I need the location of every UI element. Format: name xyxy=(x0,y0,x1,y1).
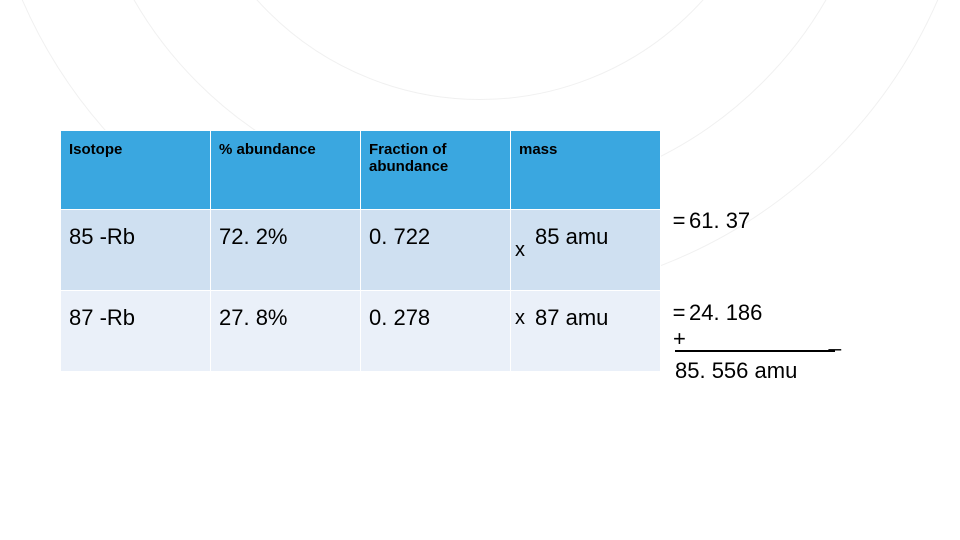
product-row-2: = 24. 186 xyxy=(669,300,835,326)
col-isotope: Isotope xyxy=(61,131,211,210)
plus-sign: + xyxy=(673,326,686,352)
cell-fraction: 0. 278 xyxy=(361,291,511,372)
cell-fraction: 0. 722 xyxy=(361,210,511,291)
mass-value: 85 amu xyxy=(519,224,608,250)
sum-line: + _ xyxy=(675,350,835,352)
equals-sign: = xyxy=(669,208,689,234)
calculation-column: = 61. 37 = 24. 186 + _ 85. 556 amu xyxy=(669,130,835,384)
col-fraction: Fraction of abundance xyxy=(361,131,511,210)
isotope-table: Isotope % abundance Fraction of abundanc… xyxy=(60,130,661,372)
cell-mass: x 87 amu xyxy=(511,291,661,372)
cell-mass: 85 amu x xyxy=(511,210,661,291)
underscore-marker: _ xyxy=(829,326,841,352)
equals-sign: = xyxy=(669,300,689,326)
total-value: 85. 556 amu xyxy=(675,358,835,384)
cell-isotope: 85 -Rb xyxy=(61,210,211,291)
table-header-row: Isotope % abundance Fraction of abundanc… xyxy=(61,131,661,210)
col-abundance: % abundance xyxy=(211,131,361,210)
multiply-marker: x xyxy=(515,307,525,330)
product-value: 61. 37 xyxy=(689,208,750,234)
content-stage: Isotope % abundance Fraction of abundanc… xyxy=(60,130,835,384)
cell-pct: 72. 2% xyxy=(211,210,361,291)
table-row: 87 -Rb 27. 8% 0. 278 x 87 amu xyxy=(61,291,661,372)
mass-value: 87 amu xyxy=(519,305,608,331)
table-row: 85 -Rb 72. 2% 0. 722 85 amu x xyxy=(61,210,661,291)
cell-pct: 27. 8% xyxy=(211,291,361,372)
cell-isotope: 87 -Rb xyxy=(61,291,211,372)
product-row-1: = 61. 37 xyxy=(669,208,835,234)
multiply-marker: x xyxy=(515,239,525,262)
product-value: 24. 186 xyxy=(689,300,762,326)
col-mass: mass xyxy=(511,131,661,210)
